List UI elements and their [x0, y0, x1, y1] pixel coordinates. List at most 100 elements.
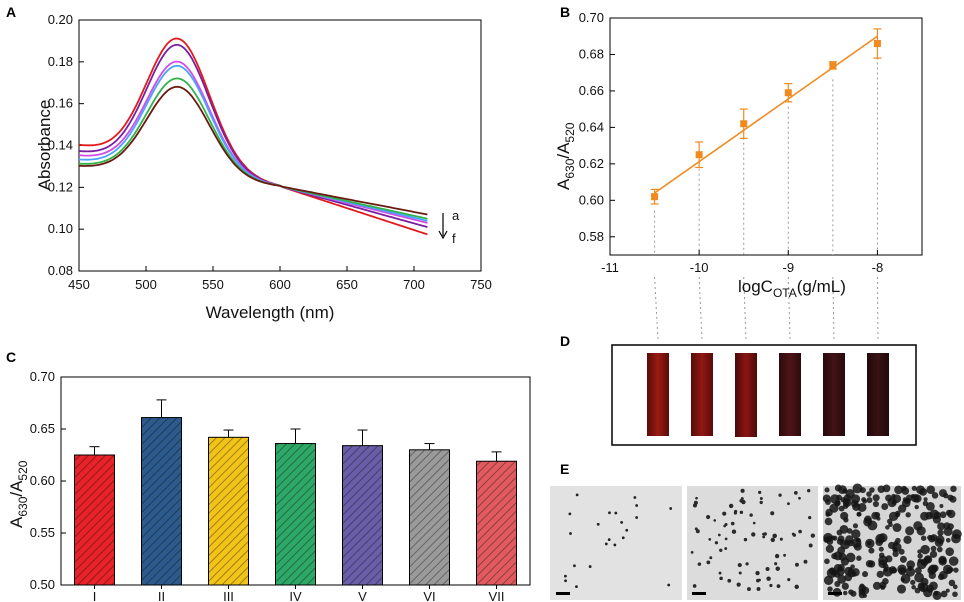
particle [724, 537, 728, 541]
y-tick-label-a: 0.20 [48, 12, 73, 27]
particle [807, 489, 811, 493]
particle [798, 496, 801, 500]
bar-hatch [476, 461, 517, 585]
aggregate [894, 485, 903, 495]
y-tick-label-c: 0.55 [30, 525, 55, 540]
aggregate [822, 494, 831, 503]
aggregate [869, 487, 875, 493]
y-tick-label-a: 0.10 [48, 221, 73, 236]
particle [774, 562, 778, 566]
aggregate [917, 549, 922, 554]
particle [588, 565, 592, 568]
aggregate [930, 545, 937, 552]
y-tick-label-a: 0.12 [48, 179, 73, 194]
y-tick-label-b: 0.68 [579, 46, 604, 61]
particle [759, 497, 763, 500]
particle [709, 556, 713, 560]
aggregate [919, 487, 928, 496]
aggregate [865, 538, 875, 549]
series-annotation-a: a [452, 208, 460, 223]
aggregate [881, 503, 889, 511]
particle [564, 579, 567, 583]
bar-hatch [208, 437, 249, 585]
aggregate [866, 497, 873, 504]
aggregate [880, 584, 886, 590]
data-point [873, 40, 881, 48]
aggregate [914, 587, 921, 594]
particle [738, 571, 742, 575]
y-axis-label-a: Absorbance [35, 100, 54, 191]
aggregate [858, 591, 866, 599]
particle [633, 496, 637, 499]
aggregate [936, 546, 943, 553]
particle [694, 527, 698, 531]
aggregate [913, 494, 922, 503]
aggregate [840, 539, 851, 550]
particle [714, 541, 719, 545]
bar-hatch [342, 445, 383, 585]
particle [693, 500, 698, 505]
aggregate [882, 566, 893, 577]
guide-line [698, 276, 703, 341]
aggregate [948, 579, 956, 587]
aggregate [851, 571, 857, 577]
particle [741, 499, 746, 505]
aggregate [949, 495, 957, 503]
particle [728, 503, 734, 509]
aggregate [885, 555, 893, 563]
particle [778, 493, 782, 497]
aggregate [841, 582, 849, 590]
particle [743, 537, 748, 542]
aggregate [885, 525, 890, 530]
aggregate [840, 497, 846, 503]
particle [765, 567, 770, 572]
aggregate [851, 529, 861, 539]
aggregate [833, 571, 841, 578]
aggregate [923, 497, 928, 502]
tube-5 [823, 353, 845, 436]
scale-bar-3 [828, 592, 842, 595]
tem-images [550, 483, 962, 600]
aggregate [843, 517, 849, 523]
data-point [829, 61, 837, 69]
bar-hatch [74, 455, 115, 585]
aggregate [829, 503, 839, 513]
x-axis-label-b: logCOTA(g/mL) [738, 277, 846, 300]
particle [614, 511, 618, 515]
particle [575, 585, 578, 588]
aggregate [952, 584, 958, 590]
guide-line [743, 276, 747, 341]
particle [692, 584, 697, 588]
aggregate [911, 584, 916, 590]
plot-frame-b [609, 17, 923, 256]
particle [724, 522, 728, 527]
aggregate [905, 512, 911, 518]
aggregate [896, 584, 907, 594]
tube-6 [867, 353, 889, 436]
aggregate [952, 591, 958, 598]
particle [719, 548, 723, 552]
aggregate [876, 570, 884, 578]
aggregate [888, 522, 893, 528]
aggregate [938, 489, 947, 498]
scale-bar-2 [692, 592, 706, 595]
aggregate [939, 570, 948, 580]
particle [763, 532, 767, 536]
particle [747, 587, 751, 592]
aggregate [943, 522, 951, 530]
aggregate [844, 566, 853, 576]
aggregate [898, 504, 907, 513]
aggregate [914, 504, 919, 510]
tube-2 [691, 353, 713, 436]
particle [713, 519, 717, 522]
particle [722, 511, 727, 516]
data-point [740, 120, 748, 128]
aggregate [833, 551, 843, 561]
aggregate [864, 515, 872, 524]
tube-4 [779, 353, 801, 436]
x-tick-label-c: II [158, 589, 165, 602]
particle [739, 510, 744, 515]
tube-photo [611, 344, 917, 446]
y-tick-label-c: 0.50 [30, 577, 55, 592]
particle [770, 511, 775, 516]
